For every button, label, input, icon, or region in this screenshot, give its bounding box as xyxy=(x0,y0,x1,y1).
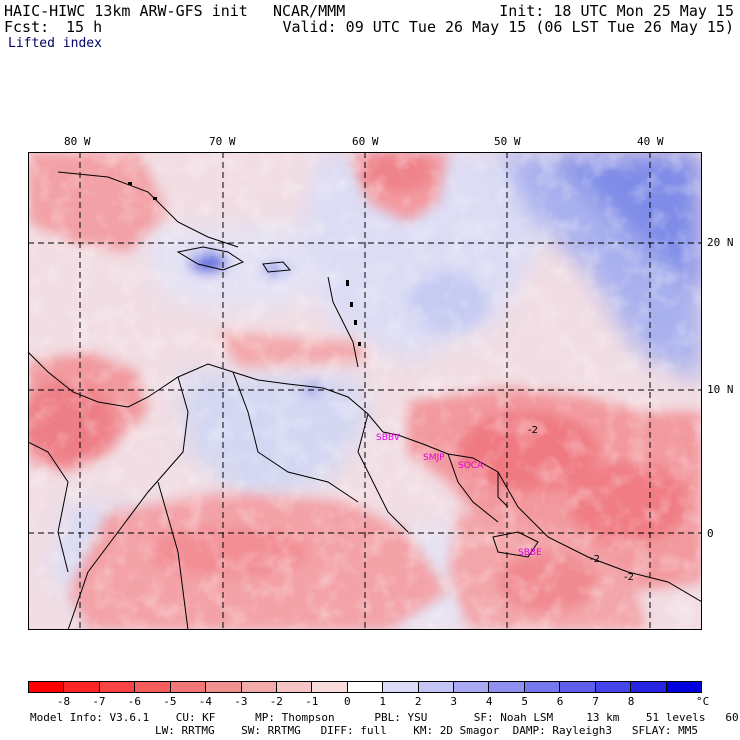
valid-time: Valid: 09 UTC Tue 26 May 15 (06 LST Tue … xyxy=(282,18,734,36)
colorbar-tick-label: -4 xyxy=(198,695,212,708)
colorbar-swatch xyxy=(523,682,560,692)
colorbar-tick-label: 0 xyxy=(343,695,351,708)
lon-tick-label: 80 W xyxy=(64,135,91,148)
init-time: Init: 18 UTC Mon 25 May 15 xyxy=(499,2,734,20)
lon-tick-label: 70 W xyxy=(209,135,236,148)
colorbar-tick-label: 5 xyxy=(521,695,528,708)
contour-label: -2 xyxy=(590,554,600,565)
lat-tick-label: 20 N xyxy=(707,236,734,249)
colorbar-swatch xyxy=(169,682,206,692)
colorbar-swatch xyxy=(63,682,99,692)
organization-label: NCAR/MMM xyxy=(273,2,346,20)
station-label: SOCA xyxy=(458,461,484,471)
colorbar-swatch xyxy=(29,682,64,692)
colorbar-tick-label: 8 xyxy=(627,695,635,708)
colorbar-swatch xyxy=(240,682,276,692)
map-frame xyxy=(28,152,702,630)
colorbar-swatch xyxy=(346,682,383,692)
forecast-hour: 15 h xyxy=(66,18,103,36)
station-label: SMJP xyxy=(423,453,445,463)
colorbar-tick-label: 7 xyxy=(592,695,599,708)
colorbar-tick-label: -7 xyxy=(92,695,106,708)
coastlines xyxy=(28,171,702,630)
colorbar-swatch xyxy=(559,682,595,692)
lifted-index-map: SBBV SMJP SOCA SBBE -2 -2 -2 xyxy=(28,152,702,630)
colorbar-swatch xyxy=(665,682,702,692)
colorbar-swatch xyxy=(630,682,666,692)
colorbar-unit: °C xyxy=(696,695,710,708)
lat-tick-label: 10 N xyxy=(707,383,734,396)
colorbar-tick-label: -1 xyxy=(305,695,319,708)
colorbar-tick-label: 6 xyxy=(556,695,564,708)
colorbar-swatch xyxy=(134,682,170,692)
colorbar-swatch xyxy=(98,682,135,692)
colorbar xyxy=(28,681,702,693)
colorbar-swatch xyxy=(311,682,347,692)
colorbar-swatch xyxy=(594,682,631,692)
colorbar-swatch xyxy=(275,682,312,692)
colorbar-tick-label: 4 xyxy=(485,695,493,708)
colorbar-tick-label: -5 xyxy=(163,695,177,708)
field-name: Lifted index xyxy=(8,36,102,51)
colorbar-tick-label: 2 xyxy=(414,695,422,708)
colorbar-tick-label: -8 xyxy=(56,695,71,708)
colorbar-swatch xyxy=(453,682,489,692)
colorbar-swatch xyxy=(382,682,418,692)
contour-label: -2 xyxy=(624,572,634,583)
model-info-line2: LW: RRTMG SW: RRTMG DIFF: full KM: 2D Sm… xyxy=(155,724,699,737)
lon-tick-label: 60 W xyxy=(352,135,379,148)
colorbar-tick-label: -2 xyxy=(269,695,283,708)
colorbar-tick-label: -3 xyxy=(234,695,248,708)
colorbar-tick-label: 1 xyxy=(379,695,387,708)
lon-tick-label: 50 W xyxy=(494,135,521,148)
islands xyxy=(128,182,361,346)
colorbar-tick-label: -6 xyxy=(127,695,142,708)
station-label: SBBV xyxy=(376,433,401,443)
forecast-label: Fcst: xyxy=(4,18,50,36)
colorbar-swatch xyxy=(205,682,241,692)
colorbar-tick-label: 3 xyxy=(450,695,457,708)
lon-tick-label: 40 W xyxy=(637,135,664,148)
contour-label: -2 xyxy=(528,425,538,436)
lat-tick-label: 0 xyxy=(707,527,714,540)
station-label: SBBE xyxy=(518,548,542,558)
model-title: HAIC-HIWC 13km ARW-GFS init xyxy=(4,2,248,20)
lat-lon-grid xyxy=(28,152,702,630)
colorbar-swatch xyxy=(488,682,524,692)
model-info-line1: Model Info: V3.6.1 CU: KF MP: Thompson P… xyxy=(30,711,740,724)
colorbar-swatch xyxy=(417,682,454,692)
